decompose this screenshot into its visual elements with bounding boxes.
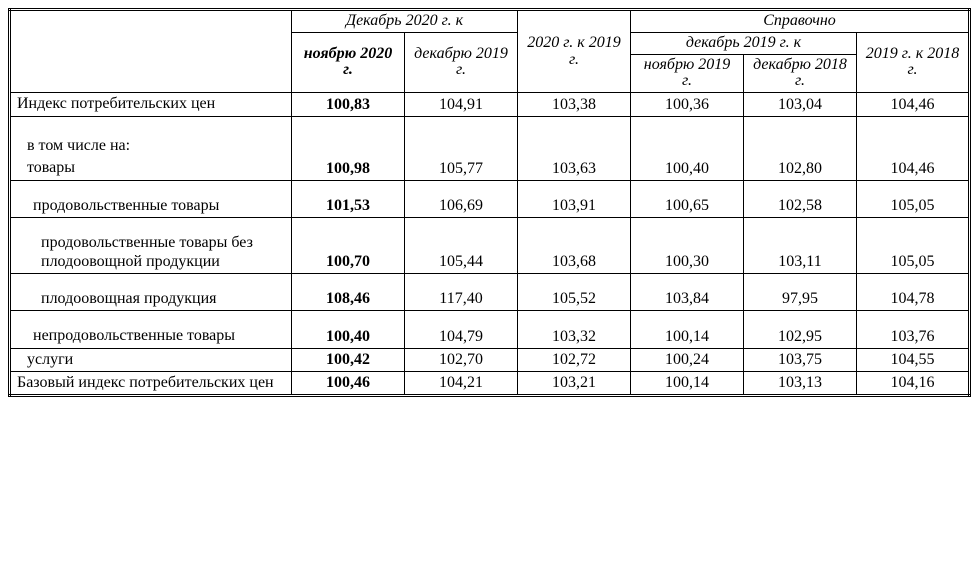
cpi-table: Декабрь 2020 г. к 2020 г. к 2019 г. Спра… <box>8 8 971 397</box>
data-cell: 104,46 <box>857 93 970 116</box>
data-cell: 103,68 <box>518 218 631 274</box>
row-label: продовольственные товары <box>10 180 292 217</box>
data-cell: 105,05 <box>857 218 970 274</box>
data-cell: 104,55 <box>857 348 970 371</box>
data-cell: 97,95 <box>744 273 857 310</box>
data-cell: 103,75 <box>744 348 857 371</box>
header-nov2019: ноябрю 2019 г. <box>631 54 744 93</box>
data-cell: 108,46 <box>292 273 405 310</box>
data-cell: 102,80 <box>744 157 857 180</box>
table-row: услуги100,42102,70102,72100,24103,75104,… <box>10 348 970 371</box>
data-cell: 102,58 <box>744 180 857 217</box>
row-label: непродовольственные товары <box>10 311 292 348</box>
table-row: плодоовощная продукция108,46117,40105,52… <box>10 273 970 310</box>
data-cell: 100,30 <box>631 218 744 274</box>
table-row: непродовольственные товары100,40104,7910… <box>10 311 970 348</box>
data-cell <box>857 116 970 157</box>
row-label: плодоовощная продукция <box>10 273 292 310</box>
table-row: продовольственные товары без плодоовощно… <box>10 218 970 274</box>
data-cell: 100,83 <box>292 93 405 116</box>
data-cell: 104,79 <box>405 311 518 348</box>
header-dec2019: декабрю 2019 г. <box>405 32 518 92</box>
data-cell: 103,38 <box>518 93 631 116</box>
header-dec2019-k: декабрь 2019 г. к <box>631 32 857 54</box>
data-cell: 103,84 <box>631 273 744 310</box>
header-2019-k-2018: 2019 г. к 2018 г. <box>857 32 970 92</box>
row-label: Индекс потребительских цен <box>10 93 292 116</box>
data-cell: 100,46 <box>292 372 405 396</box>
data-cell <box>405 116 518 157</box>
data-cell: 100,70 <box>292 218 405 274</box>
data-cell: 103,04 <box>744 93 857 116</box>
data-cell: 105,52 <box>518 273 631 310</box>
data-cell: 104,21 <box>405 372 518 396</box>
data-cell: 100,65 <box>631 180 744 217</box>
data-cell: 100,36 <box>631 93 744 116</box>
data-cell: 104,46 <box>857 157 970 180</box>
row-label: услуги <box>10 348 292 371</box>
data-cell: 100,40 <box>292 311 405 348</box>
table-row: продовольственные товары101,53106,69103,… <box>10 180 970 217</box>
header-reference: Справочно <box>631 10 970 33</box>
header-dec2018: декабрю 2018 г. <box>744 54 857 93</box>
data-cell: 100,98 <box>292 157 405 180</box>
table-body: Индекс потребительских цен100,83104,9110… <box>10 93 970 396</box>
row-label: Базовый индекс потребительских цен <box>10 372 292 396</box>
data-cell: 104,91 <box>405 93 518 116</box>
data-cell: 100,24 <box>631 348 744 371</box>
data-cell: 105,05 <box>857 180 970 217</box>
header-nov2020: ноябрю 2020 г. <box>292 32 405 92</box>
header-2020-k-2019: 2020 г. к 2019 г. <box>518 10 631 93</box>
data-cell: 103,32 <box>518 311 631 348</box>
data-cell <box>631 116 744 157</box>
row-label: в том числе на: <box>10 116 292 157</box>
data-cell: 103,91 <box>518 180 631 217</box>
data-cell: 102,72 <box>518 348 631 371</box>
data-cell: 103,21 <box>518 372 631 396</box>
data-cell: 104,16 <box>857 372 970 396</box>
data-cell <box>744 116 857 157</box>
data-cell: 104,78 <box>857 273 970 310</box>
data-cell: 102,70 <box>405 348 518 371</box>
row-label: товары <box>10 157 292 180</box>
table-row: товары100,98105,77103,63100,40102,80104,… <box>10 157 970 180</box>
table-row: Базовый индекс потребительских цен100,46… <box>10 372 970 396</box>
data-cell: 103,63 <box>518 157 631 180</box>
data-cell: 102,95 <box>744 311 857 348</box>
data-cell <box>292 116 405 157</box>
header-blank <box>10 10 292 93</box>
data-cell: 103,11 <box>744 218 857 274</box>
data-cell: 101,53 <box>292 180 405 217</box>
data-cell: 100,14 <box>631 311 744 348</box>
data-cell: 117,40 <box>405 273 518 310</box>
header-dec2020-k: Декабрь 2020 г. к <box>292 10 518 33</box>
data-cell: 103,13 <box>744 372 857 396</box>
data-cell: 103,76 <box>857 311 970 348</box>
table-header: Декабрь 2020 г. к 2020 г. к 2019 г. Спра… <box>10 10 970 93</box>
data-cell: 106,69 <box>405 180 518 217</box>
table-row: Индекс потребительских цен100,83104,9110… <box>10 93 970 116</box>
data-cell: 100,40 <box>631 157 744 180</box>
data-cell: 105,44 <box>405 218 518 274</box>
data-cell: 105,77 <box>405 157 518 180</box>
data-cell: 100,42 <box>292 348 405 371</box>
table-row: в том числе на: <box>10 116 970 157</box>
data-cell: 100,14 <box>631 372 744 396</box>
row-label: продовольственные товары без плодоовощно… <box>10 218 292 274</box>
data-cell <box>518 116 631 157</box>
